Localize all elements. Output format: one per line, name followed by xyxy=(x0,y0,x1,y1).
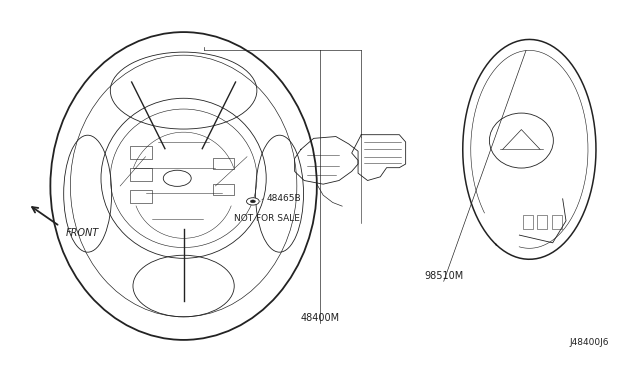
Circle shape xyxy=(246,198,259,205)
Bar xyxy=(129,146,152,159)
Text: NOT FOR SALE: NOT FOR SALE xyxy=(234,214,300,223)
Text: 98510M: 98510M xyxy=(424,271,463,281)
Bar xyxy=(213,158,234,169)
Bar xyxy=(129,190,152,203)
Text: J48400J6: J48400J6 xyxy=(569,338,609,347)
Bar xyxy=(129,168,152,181)
Bar xyxy=(213,184,234,195)
Bar xyxy=(538,215,547,228)
Text: 48465B: 48465B xyxy=(266,194,301,203)
Text: FRONT: FRONT xyxy=(66,228,99,238)
Bar xyxy=(552,215,562,228)
Bar xyxy=(523,215,532,228)
Text: 48400M: 48400M xyxy=(300,314,340,323)
Circle shape xyxy=(250,200,255,203)
